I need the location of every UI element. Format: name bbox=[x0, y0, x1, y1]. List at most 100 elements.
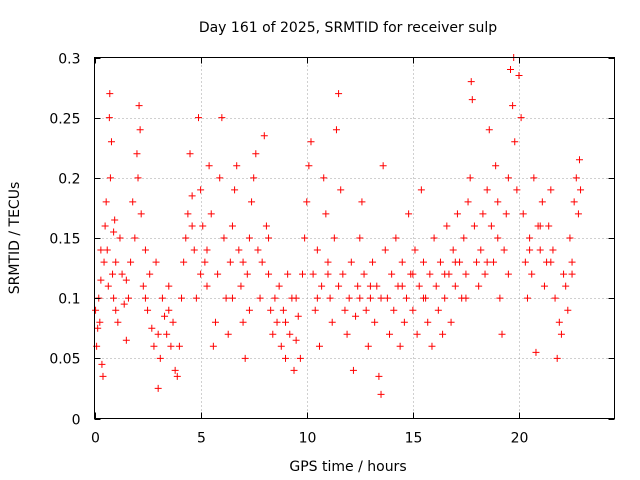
data-point bbox=[419, 294, 427, 302]
data-point bbox=[475, 282, 483, 290]
x-tick-label: 20 bbox=[511, 431, 529, 447]
data-point bbox=[436, 258, 444, 266]
data-point bbox=[502, 210, 510, 218]
data-point bbox=[532, 348, 540, 356]
data-point bbox=[396, 342, 404, 350]
y-tick-labels: 0 0.05 0.1 0.15 0.2 0.25 0.3 bbox=[49, 52, 80, 429]
data-point bbox=[347, 258, 355, 266]
data-point bbox=[337, 186, 345, 194]
data-point bbox=[296, 354, 304, 362]
data-point bbox=[292, 336, 300, 344]
data-point bbox=[345, 294, 353, 302]
data-point bbox=[494, 234, 502, 242]
data-point bbox=[536, 222, 544, 230]
data-point bbox=[134, 174, 142, 182]
data-point bbox=[339, 270, 347, 278]
data-point bbox=[441, 294, 449, 302]
data-point bbox=[98, 360, 106, 368]
data-point bbox=[553, 354, 561, 362]
y-tick-label: 0.1 bbox=[58, 292, 80, 308]
data-point bbox=[211, 318, 219, 326]
data-point bbox=[426, 270, 434, 278]
data-point bbox=[118, 270, 126, 278]
x-tick-label: 15 bbox=[405, 431, 423, 447]
data-point bbox=[570, 198, 578, 206]
data-point bbox=[362, 306, 370, 314]
data-point bbox=[562, 282, 570, 290]
data-point bbox=[536, 246, 544, 254]
data-point bbox=[112, 306, 120, 314]
data-point bbox=[165, 282, 173, 290]
data-point bbox=[417, 186, 425, 194]
data-point bbox=[335, 90, 343, 98]
data-point bbox=[481, 270, 489, 278]
data-point bbox=[226, 258, 234, 266]
data-point bbox=[560, 270, 568, 278]
data-point bbox=[114, 318, 122, 326]
data-point bbox=[428, 342, 436, 350]
data-point bbox=[496, 294, 504, 302]
data-point bbox=[451, 282, 459, 290]
data-point bbox=[377, 390, 385, 398]
data-point bbox=[252, 150, 260, 158]
data-point bbox=[167, 342, 175, 350]
data-point bbox=[473, 258, 481, 266]
data-point bbox=[233, 162, 241, 170]
data-point bbox=[447, 318, 455, 326]
data-point bbox=[122, 276, 130, 284]
data-point bbox=[99, 372, 107, 380]
data-point bbox=[96, 318, 104, 326]
data-point bbox=[97, 246, 105, 254]
data-point bbox=[186, 150, 194, 158]
data-point bbox=[326, 294, 334, 302]
data-point bbox=[112, 258, 120, 266]
data-point bbox=[492, 162, 500, 170]
data-point bbox=[171, 366, 179, 374]
data-point bbox=[192, 294, 200, 302]
data-point bbox=[105, 114, 113, 122]
data-point bbox=[354, 282, 362, 290]
data-point bbox=[557, 330, 565, 338]
data-point bbox=[277, 342, 285, 350]
data-point bbox=[419, 258, 427, 266]
data-point bbox=[320, 174, 328, 182]
data-point bbox=[203, 282, 211, 290]
data-point bbox=[572, 174, 580, 182]
data-point bbox=[483, 186, 491, 194]
data-point bbox=[284, 270, 292, 278]
x-tick-labels: 0 5 10 15 20 bbox=[91, 431, 528, 447]
data-point bbox=[500, 246, 508, 254]
data-point bbox=[184, 210, 192, 218]
data-point bbox=[513, 186, 521, 194]
data-point bbox=[146, 270, 154, 278]
data-point bbox=[434, 306, 442, 314]
data-point bbox=[148, 324, 156, 332]
y-tick-label: 0.05 bbox=[49, 352, 80, 368]
data-point bbox=[360, 270, 368, 278]
data-point bbox=[254, 246, 262, 254]
data-point bbox=[343, 330, 351, 338]
data-point bbox=[265, 234, 273, 242]
data-point bbox=[294, 312, 302, 320]
y-tick-label: 0.15 bbox=[49, 232, 80, 248]
grid-layer bbox=[94, 57, 615, 419]
data-point bbox=[106, 90, 114, 98]
data-point bbox=[526, 246, 534, 254]
data-point bbox=[169, 318, 177, 326]
data-point bbox=[411, 246, 419, 254]
data-point bbox=[156, 354, 164, 362]
data-point bbox=[228, 294, 236, 302]
data-point bbox=[322, 210, 330, 218]
x-tick-label: 10 bbox=[299, 431, 317, 447]
data-point bbox=[173, 372, 181, 380]
data-point bbox=[203, 246, 211, 254]
data-point bbox=[245, 234, 253, 242]
data-point bbox=[199, 222, 207, 230]
data-point bbox=[509, 102, 517, 110]
data-point bbox=[303, 198, 311, 206]
data-point bbox=[494, 198, 502, 206]
data-point bbox=[154, 330, 162, 338]
data-point bbox=[498, 330, 506, 338]
data-point bbox=[490, 258, 498, 266]
